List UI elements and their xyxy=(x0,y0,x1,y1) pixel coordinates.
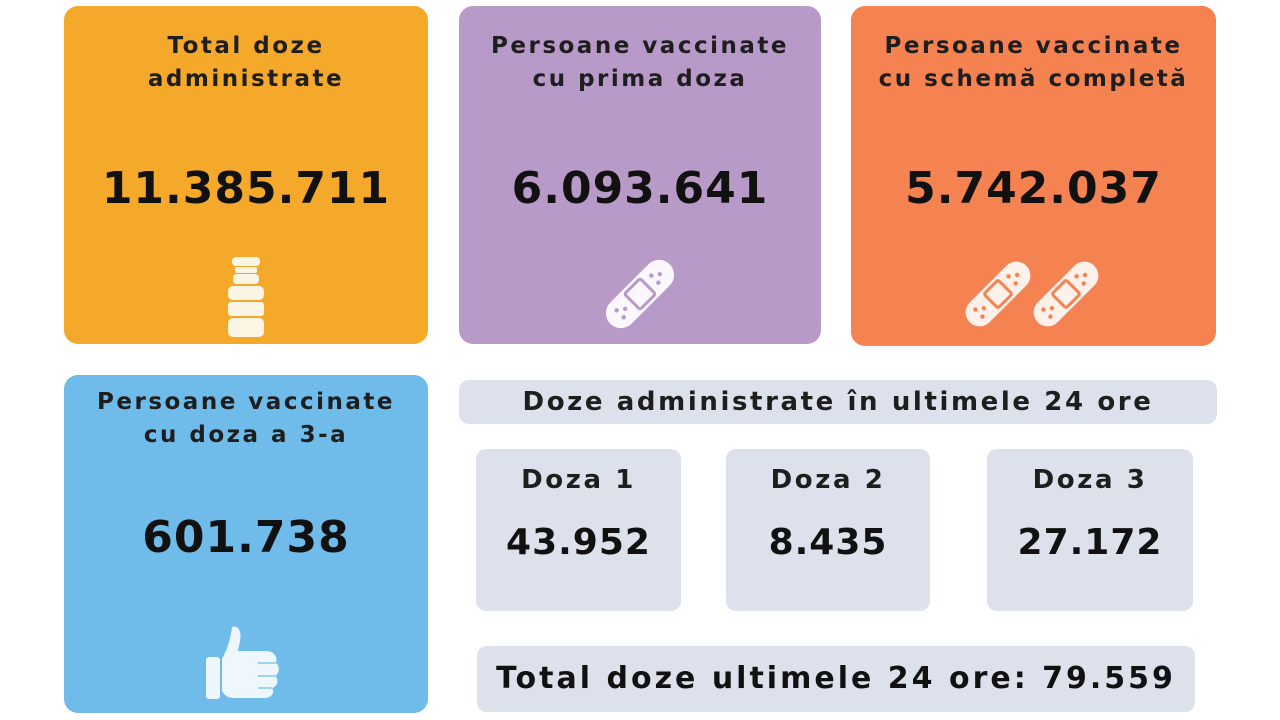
third-dose-title-line1: Persoane vaccinate xyxy=(97,389,395,415)
double-bandage-icon xyxy=(955,252,1115,340)
first-dose-value: 6.093.641 xyxy=(511,163,769,214)
complete-scheme-title-line1: Persoane vaccinate xyxy=(884,33,1183,59)
dose-2-box: Doza 2 8.435 xyxy=(726,449,930,611)
complete-scheme-value: 5.742.037 xyxy=(905,163,1162,214)
complete-scheme-card: Persoane vaccinate cu schemă completă 5.… xyxy=(851,6,1216,346)
bandage-icon xyxy=(595,252,685,340)
first-dose-card: Persoane vaccinate cu prima doza 6.093.6… xyxy=(459,6,821,344)
total-doses-value: 11.385.711 xyxy=(101,163,391,214)
first-dose-title-line2: cu prima doza xyxy=(532,66,748,92)
third-dose-card: Persoane vaccinate cu doza a 3-a 601.738 xyxy=(64,375,428,713)
thumbs-up-icon xyxy=(202,621,286,709)
vaccine-vial-icon xyxy=(226,256,266,344)
total-24h-text: Total doze ultimele 24 ore: 79.559 xyxy=(496,661,1176,696)
dose-2-label: Doza 2 xyxy=(770,465,886,495)
dose-1-box: Doza 1 43.952 xyxy=(476,449,681,611)
complete-scheme-title-line2: cu schemă completă xyxy=(878,66,1189,92)
dose-1-label: Doza 1 xyxy=(521,465,636,495)
third-dose-value: 601.738 xyxy=(142,512,350,563)
dose-3-box: Doza 3 27.172 xyxy=(987,449,1193,611)
dose-3-label: Doza 3 xyxy=(1032,465,1148,495)
last-24h-header: Doze administrate în ultimele 24 ore xyxy=(459,380,1217,424)
third-dose-title-line2: cu doza a 3-a xyxy=(143,422,349,448)
dose-2-value: 8.435 xyxy=(768,522,888,563)
last-24h-header-text: Doze administrate în ultimele 24 ore xyxy=(522,387,1154,417)
total-24h-box: Total doze ultimele 24 ore: 79.559 xyxy=(477,646,1195,712)
total-doses-title-line1: Total doze xyxy=(167,33,325,59)
first-dose-title-line1: Persoane vaccinate xyxy=(491,33,789,59)
dose-3-value: 27.172 xyxy=(1017,522,1163,563)
total-doses-title-line2: administrate xyxy=(147,66,345,92)
dose-1-value: 43.952 xyxy=(506,522,651,563)
total-doses-card: Total doze administrate 11.385.711 xyxy=(64,6,428,344)
